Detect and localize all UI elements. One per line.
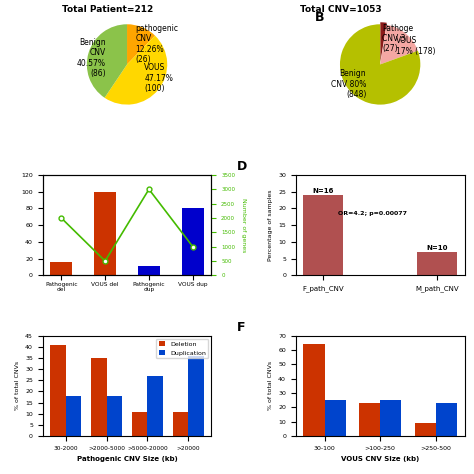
Wedge shape [380,25,418,64]
Bar [50,345,66,436]
Text: N=10: N=10 [426,245,448,251]
Text: VOUS
17% (178): VOUS 17% (178) [395,36,435,55]
Text: VOUS
47.17%
(100): VOUS 47.17% (100) [144,64,173,93]
Bar [415,423,436,436]
Text: Benign
CNV
40.57%
(86): Benign CNV 40.57% (86) [77,38,106,78]
Bar [325,400,346,436]
Bar [132,411,147,436]
Legend: Deletion, Duplication: Deletion, Duplication [156,339,208,358]
Bar [147,376,163,436]
Text: N=16: N=16 [313,188,334,194]
Bar [380,400,401,436]
Bar [107,396,122,436]
Text: OR=4.2; p=0.00077: OR=4.2; p=0.00077 [338,211,407,216]
Bar [94,191,116,275]
Text: pathogenic
CNV
12.26%
(26): pathogenic CNV 12.26% (26) [136,24,178,64]
Y-axis label: % of total CNVs: % of total CNVs [268,361,273,410]
Y-axis label: % of total CNVs: % of total CNVs [15,361,19,410]
X-axis label: Pathogenic CNV Size (kb): Pathogenic CNV Size (kb) [77,456,177,462]
Text: Total CNV=1053: Total CNV=1053 [300,5,382,14]
Bar [91,358,107,436]
Bar [188,356,204,436]
Text: D: D [237,160,247,173]
Bar [303,195,343,275]
Wedge shape [380,22,387,63]
Bar [303,344,325,436]
Y-axis label: Percentage of samples: Percentage of samples [268,190,273,261]
Bar [359,403,380,436]
Text: Benign
CNV 80%
(848): Benign CNV 80% (848) [331,69,366,99]
Bar [66,396,82,436]
Wedge shape [87,24,127,98]
Text: B: B [315,11,324,24]
Bar [182,209,204,275]
Bar [50,262,72,275]
Bar [436,403,457,436]
Wedge shape [105,36,167,105]
Text: F: F [237,320,245,334]
Bar [138,266,160,275]
Y-axis label: Number of genes: Number of genes [241,198,246,252]
Wedge shape [127,24,155,64]
Bar [173,411,188,436]
Bar [417,252,457,275]
X-axis label: VOUS CNV Size (kb): VOUS CNV Size (kb) [341,456,419,462]
Text: Total Patient=212: Total Patient=212 [62,5,153,14]
Wedge shape [340,24,420,105]
Text: Pathoge
CNV 3
(27): Pathoge CNV 3 (27) [382,24,413,53]
